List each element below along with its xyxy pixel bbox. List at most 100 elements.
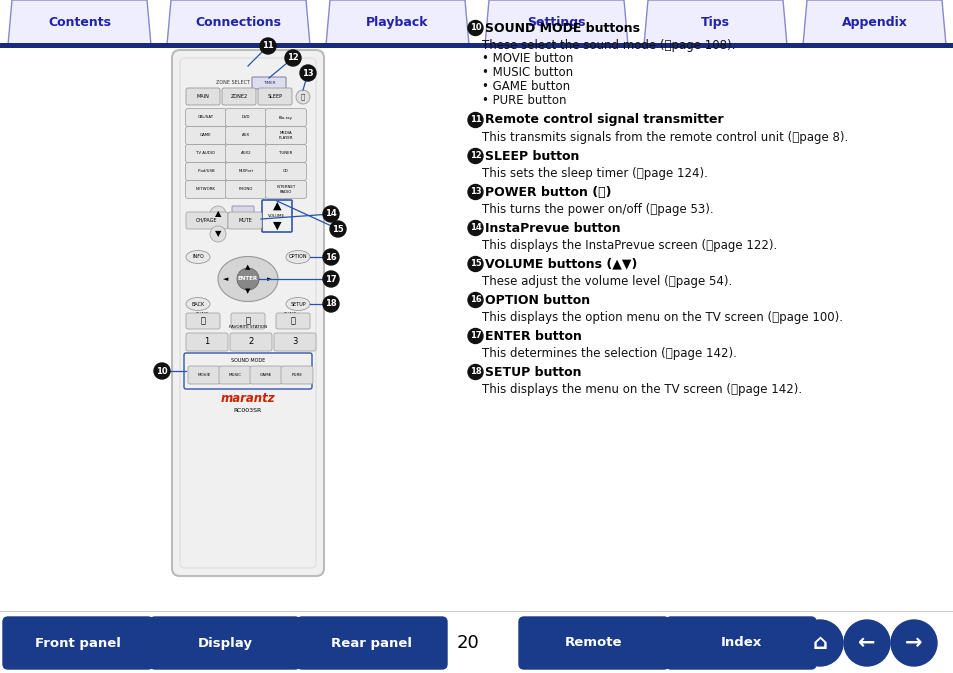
Text: 12: 12 <box>287 53 298 63</box>
Text: 18: 18 <box>469 367 481 376</box>
Text: Connections: Connections <box>195 16 281 29</box>
Text: OPTION: OPTION <box>289 254 307 260</box>
FancyBboxPatch shape <box>186 212 228 229</box>
FancyBboxPatch shape <box>150 617 299 669</box>
FancyBboxPatch shape <box>222 88 255 105</box>
FancyBboxPatch shape <box>231 313 265 329</box>
FancyBboxPatch shape <box>265 180 306 199</box>
Text: Index: Index <box>720 637 760 649</box>
FancyBboxPatch shape <box>265 162 306 180</box>
Polygon shape <box>8 0 151 45</box>
FancyBboxPatch shape <box>225 108 266 127</box>
FancyBboxPatch shape <box>665 617 815 669</box>
Text: ▼: ▼ <box>245 288 251 294</box>
Text: CD: CD <box>283 170 289 174</box>
Text: VOLUME: VOLUME <box>268 214 285 218</box>
Text: Remote: Remote <box>565 637 622 649</box>
Text: FAVORITE STATION: FAVORITE STATION <box>229 325 267 329</box>
Circle shape <box>843 620 889 666</box>
Text: 14: 14 <box>325 209 336 219</box>
Circle shape <box>468 256 482 271</box>
Text: 11: 11 <box>469 116 481 125</box>
FancyBboxPatch shape <box>219 366 251 384</box>
Text: OPTION button: OPTION button <box>484 293 590 306</box>
Circle shape <box>295 90 310 104</box>
Text: 12: 12 <box>469 151 481 160</box>
Text: TUNER: TUNER <box>279 151 293 155</box>
Text: This displays the menu on the TV screen (⦿page 142).: This displays the menu on the TV screen … <box>481 382 801 396</box>
Circle shape <box>285 50 301 66</box>
Text: 2: 2 <box>248 337 253 347</box>
FancyBboxPatch shape <box>281 366 313 384</box>
Text: These adjust the volume level (⦿page 54).: These adjust the volume level (⦿page 54)… <box>481 275 732 287</box>
Circle shape <box>468 184 482 199</box>
Text: InstaPrev.: InstaPrev. <box>231 211 254 217</box>
Text: This displays the InstaPrevue screen (⦿page 122).: This displays the InstaPrevue screen (⦿p… <box>481 238 777 252</box>
Ellipse shape <box>218 256 277 302</box>
Polygon shape <box>484 0 627 45</box>
Text: MEDIA
PLAYER: MEDIA PLAYER <box>278 131 293 140</box>
Text: • PURE button: • PURE button <box>481 94 566 108</box>
FancyBboxPatch shape <box>232 206 253 222</box>
Circle shape <box>468 328 482 343</box>
Bar <box>0 43 953 48</box>
Text: This transmits signals from the remote control unit (⦿page 8).: This transmits signals from the remote c… <box>481 131 847 143</box>
Text: NETWORK: NETWORK <box>196 188 215 192</box>
Text: Rear panel: Rear panel <box>331 637 412 649</box>
FancyBboxPatch shape <box>185 108 226 127</box>
Text: INTERNET
RADIO: INTERNET RADIO <box>276 185 295 194</box>
Circle shape <box>323 296 338 312</box>
FancyBboxPatch shape <box>3 617 152 669</box>
Ellipse shape <box>186 250 210 264</box>
Text: ←: ← <box>858 633 875 653</box>
Text: INFO: INFO <box>192 254 204 260</box>
FancyBboxPatch shape <box>225 180 266 199</box>
Text: Remote control signal transmitter: Remote control signal transmitter <box>484 114 723 127</box>
Text: ▲: ▲ <box>245 264 251 270</box>
FancyBboxPatch shape <box>257 88 292 105</box>
Text: POWER button (⏻): POWER button (⏻) <box>484 186 611 199</box>
Text: This determines the selection (⦿page 142).: This determines the selection (⦿page 142… <box>481 347 736 359</box>
FancyBboxPatch shape <box>225 145 266 162</box>
Circle shape <box>323 206 338 222</box>
Text: ▼: ▼ <box>214 229 221 238</box>
Text: TUNE+: TUNE+ <box>283 312 301 318</box>
Circle shape <box>468 293 482 308</box>
Ellipse shape <box>186 297 210 310</box>
FancyBboxPatch shape <box>185 127 226 145</box>
Polygon shape <box>802 0 945 45</box>
FancyBboxPatch shape <box>186 313 220 329</box>
Text: 18: 18 <box>325 299 336 308</box>
FancyBboxPatch shape <box>275 313 310 329</box>
Text: ◄: ◄ <box>223 276 229 282</box>
Text: Contents: Contents <box>48 16 111 29</box>
FancyBboxPatch shape <box>185 145 226 162</box>
Text: AUX: AUX <box>242 133 250 137</box>
Circle shape <box>210 226 226 242</box>
Circle shape <box>260 38 275 54</box>
Text: 11: 11 <box>262 42 274 50</box>
FancyBboxPatch shape <box>265 145 306 162</box>
Text: 1: 1 <box>204 337 210 347</box>
Text: TUNE-: TUNE- <box>194 312 210 318</box>
FancyBboxPatch shape <box>250 366 282 384</box>
Text: VOLUME buttons (▲▼): VOLUME buttons (▲▼) <box>484 258 637 271</box>
Text: 14: 14 <box>469 223 481 232</box>
Polygon shape <box>643 0 786 45</box>
Text: InstaPrevue button: InstaPrevue button <box>484 221 620 234</box>
Circle shape <box>468 365 482 380</box>
Circle shape <box>796 620 842 666</box>
Text: ⌂: ⌂ <box>812 633 826 653</box>
Text: 16: 16 <box>469 295 481 304</box>
Text: →: → <box>904 633 922 653</box>
Text: DVD: DVD <box>241 116 250 120</box>
Text: 16: 16 <box>325 252 336 262</box>
Text: TV AUDIO: TV AUDIO <box>196 151 215 155</box>
Text: ▲: ▲ <box>273 201 281 211</box>
Text: 3: 3 <box>292 337 297 347</box>
Text: 10: 10 <box>469 24 481 32</box>
Text: • MUSIC button: • MUSIC button <box>481 67 573 79</box>
Text: 13: 13 <box>302 69 314 77</box>
Text: ZONE2: ZONE2 <box>231 94 247 99</box>
Text: Playback: Playback <box>366 16 428 29</box>
